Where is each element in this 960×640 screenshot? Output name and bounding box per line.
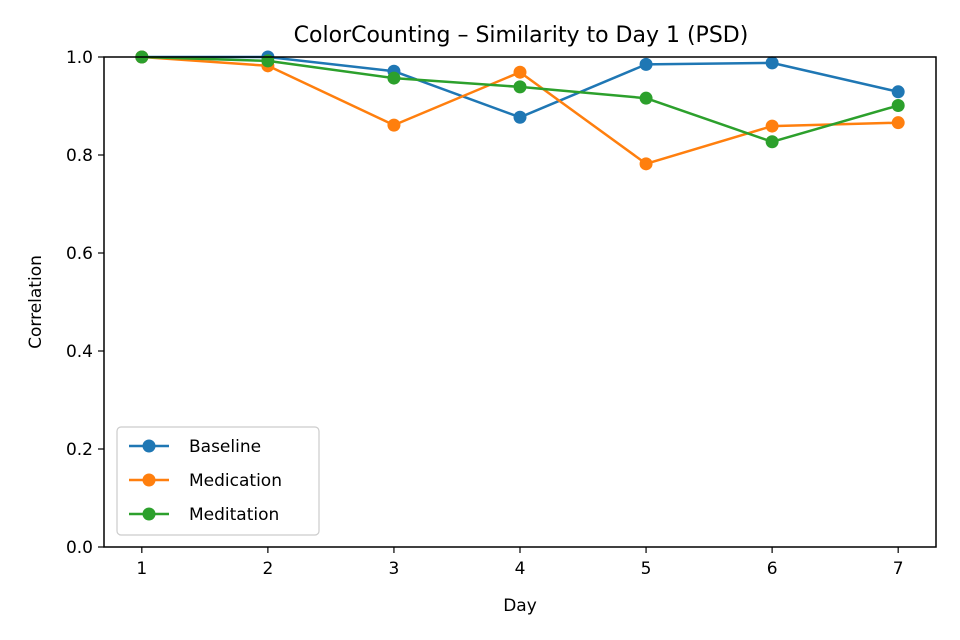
y-tick-label: 1.0 [66, 48, 93, 68]
legend-label: Meditation [189, 505, 279, 525]
data-point [765, 119, 779, 133]
chart-title: ColorCounting – Similarity to Day 1 (PSD… [294, 23, 749, 48]
data-point [891, 116, 905, 130]
data-point [891, 99, 905, 113]
x-tick-label: 2 [262, 559, 273, 579]
data-point [891, 85, 905, 99]
legend: Baseline Medication Meditation [116, 426, 320, 536]
data-point [513, 65, 527, 79]
data-point [765, 135, 779, 149]
x-tick-label: 3 [389, 559, 400, 579]
data-point [765, 56, 779, 70]
data-point [639, 91, 653, 105]
y-tick-label: 0.6 [66, 244, 93, 264]
legend-marker [142, 507, 156, 521]
data-point [387, 118, 401, 132]
x-tick-label: 4 [515, 559, 526, 579]
legend-label: Medication [189, 471, 282, 491]
legend-marker [142, 439, 156, 453]
data-point [513, 110, 527, 124]
y-axis-label: Correlation [26, 255, 46, 349]
legend-label: Baseline [189, 437, 261, 457]
y-tick-label: 0.2 [66, 440, 93, 460]
x-tick-label: 1 [136, 559, 147, 579]
data-point [639, 157, 653, 171]
y-tick-label: 0.8 [66, 146, 93, 166]
data-point [639, 57, 653, 71]
x-tick-label: 5 [641, 559, 652, 579]
x-tick-label: 6 [767, 559, 778, 579]
data-point [513, 80, 527, 94]
y-tick-label: 0.4 [66, 342, 93, 362]
x-tick-label: 7 [893, 559, 904, 579]
x-axis-label: Day [503, 596, 537, 616]
y-tick-label: 0.0 [66, 538, 93, 558]
legend-marker [142, 473, 156, 487]
legend-box [116, 426, 320, 536]
data-point [387, 71, 401, 85]
